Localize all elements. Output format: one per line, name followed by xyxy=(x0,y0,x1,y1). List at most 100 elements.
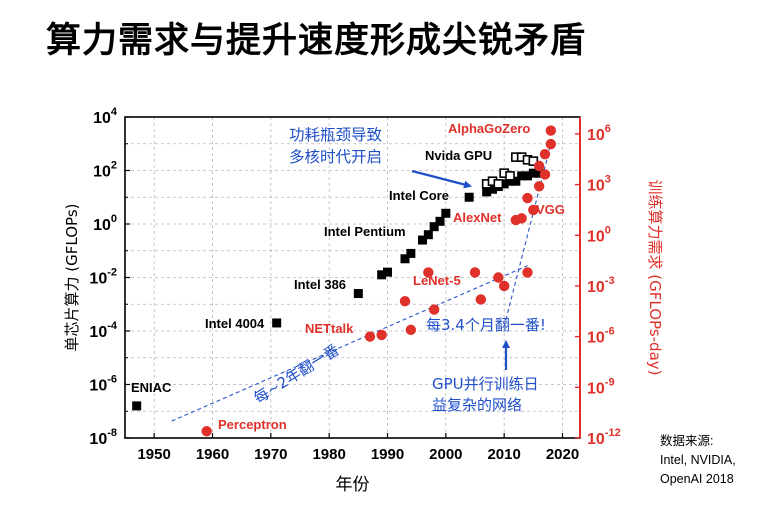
annotation-5: 益复杂的网络 xyxy=(432,396,522,414)
y-left-tick-label-0: 104 xyxy=(93,106,118,127)
ai-point-0 xyxy=(201,426,212,437)
label-alphagozero: AlphaGoZero xyxy=(448,121,530,136)
ai-point-1 xyxy=(364,331,376,342)
cpu-point-19 xyxy=(517,171,527,181)
ai-point-3 xyxy=(399,295,411,307)
y-right-tick-label-5: 10-9 xyxy=(587,376,615,397)
y-left-tick-label-6: 10-8 xyxy=(89,427,117,448)
ai-point-4 xyxy=(405,324,417,336)
y-right-tick-label-0: 106 xyxy=(587,123,611,144)
cpu-point-3 xyxy=(377,270,387,280)
ai-point-15 xyxy=(528,204,539,216)
cpu-point-22 xyxy=(534,168,544,178)
cpu-point-20 xyxy=(523,171,532,181)
y-left-axis-title: 单芯片算力 (GFLOPs) xyxy=(63,204,81,352)
cpu-point-11 xyxy=(441,208,451,218)
x-tick-label-7: 2020 xyxy=(546,446,579,463)
ai-point-18 xyxy=(539,169,551,180)
ai-point-8 xyxy=(475,294,487,305)
y-right-tick-label-6: 10-12 xyxy=(587,427,621,448)
ai-point-19 xyxy=(539,148,551,160)
gpu-point-2 xyxy=(493,179,504,189)
cpu-point-8 xyxy=(423,230,433,240)
cpu-point-1 xyxy=(272,318,282,328)
cpu-point-17 xyxy=(505,176,515,186)
ai-point-21 xyxy=(545,125,557,136)
x-tick-label-6: 2010 xyxy=(487,446,520,463)
data-points xyxy=(132,125,557,437)
label-alexnet: AlexNet xyxy=(453,210,502,225)
y-left-tick-label-4: 10-4 xyxy=(89,320,117,341)
cpu-point-5 xyxy=(400,254,410,264)
label-intel-core: Intel Core xyxy=(389,188,449,203)
cpu-point-14 xyxy=(488,184,497,194)
y-left-tick-label-3: 10-2 xyxy=(89,267,117,288)
label-nvida-gpu: Nvida GPU xyxy=(425,148,492,163)
ai-point-16 xyxy=(533,181,545,192)
cpu-point-9 xyxy=(429,222,439,232)
annotation-3: 每3.4个月翻一番! xyxy=(426,316,546,334)
cpu-point-12 xyxy=(464,192,474,202)
x-tick-label-3: 1980 xyxy=(312,446,345,463)
cpu-point-10 xyxy=(435,216,445,226)
y-left-tick-label-1: 102 xyxy=(93,160,117,181)
ai-point-6 xyxy=(428,304,440,315)
label-intel-4004: Intel 4004 xyxy=(205,316,265,331)
ai-point-12 xyxy=(516,213,527,224)
label-intel-386: Intel 386 xyxy=(294,277,346,292)
cpu-point-7 xyxy=(418,235,427,245)
x-tick-label-2: 1970 xyxy=(254,446,287,463)
label-intel-pentium: Intel Pentium xyxy=(324,224,406,239)
x-tick-label-5: 2000 xyxy=(429,446,462,463)
cpu-point-18 xyxy=(511,176,521,186)
axes xyxy=(124,116,581,439)
label-perceptron: Perceptron xyxy=(218,417,287,432)
point-labels: ENIAC Intel 4004 Intel 386 Intel Pentium Int… xyxy=(131,121,565,432)
annotation-0: 功耗瓶颈导致 xyxy=(289,126,383,144)
ai-point-7 xyxy=(469,267,481,278)
ai-point-17 xyxy=(533,160,545,172)
x-tick-label-4: 1990 xyxy=(371,446,404,463)
cpu-point-21 xyxy=(528,168,538,178)
ai-point-5 xyxy=(423,267,434,278)
tick-labels: 1950 1960 1970 1980 1990 2000 2010 2020 104 102 10… xyxy=(63,106,664,495)
x-tick-label-0: 1950 xyxy=(137,446,170,463)
x-axis-title: 年份 xyxy=(336,475,370,495)
page-title: 算力需求与提升速度形成尖锐矛盾 xyxy=(46,21,587,61)
y-right-axis-title: 训练算力需求 (GFLOPs-day) xyxy=(646,180,664,376)
x-tick-label-1: 1960 xyxy=(196,446,229,463)
annotation-1: 多核时代开启 xyxy=(289,148,382,166)
ai-point-10 xyxy=(498,280,510,292)
cpu-point-2 xyxy=(353,289,363,299)
source-heading: 数据来源: xyxy=(660,434,714,448)
y-right-tick-label-4: 10-6 xyxy=(587,326,615,347)
cpu-point-13 xyxy=(482,187,492,197)
y-left-tick-label-2: 100 xyxy=(93,213,117,234)
source-line-2: OpenAI 2018 xyxy=(660,472,734,486)
arrows xyxy=(411,169,510,370)
label-eniac: ENIAC xyxy=(131,380,172,395)
data-source-note: 数据来源: Intel, NVIDIA, OpenAI 2018 xyxy=(660,432,772,489)
cpu-point-0 xyxy=(132,401,142,411)
source-line-1: Intel, NVIDIA, xyxy=(660,453,736,467)
label-nettalk: NETtalk xyxy=(305,321,354,336)
y-right-tick-label-1: 103 xyxy=(587,174,611,195)
ai-point-9 xyxy=(493,272,504,283)
y-left-tick-label-5: 10-6 xyxy=(89,374,117,395)
cpu-point-16 xyxy=(499,179,509,189)
annotation-4: GPU并行训练日 xyxy=(432,375,539,393)
ai-point-13 xyxy=(522,267,533,278)
y-right-tick-label-3: 10-3 xyxy=(587,275,615,296)
arrow-multicore xyxy=(411,169,472,189)
cpu-point-6 xyxy=(406,248,416,258)
label-vgg: VGG xyxy=(536,202,565,217)
annotation-2: 每~2年翻一番 xyxy=(251,341,343,408)
label-lenet-5: LeNet-5 xyxy=(413,273,461,288)
gpu-point-4 xyxy=(505,171,515,181)
y-right-tick-label-2: 100 xyxy=(587,224,611,245)
ai-point-20 xyxy=(545,138,557,150)
ai-point-2 xyxy=(376,329,387,341)
trend-line-0 xyxy=(171,265,528,422)
cpu-point-4 xyxy=(383,267,392,277)
